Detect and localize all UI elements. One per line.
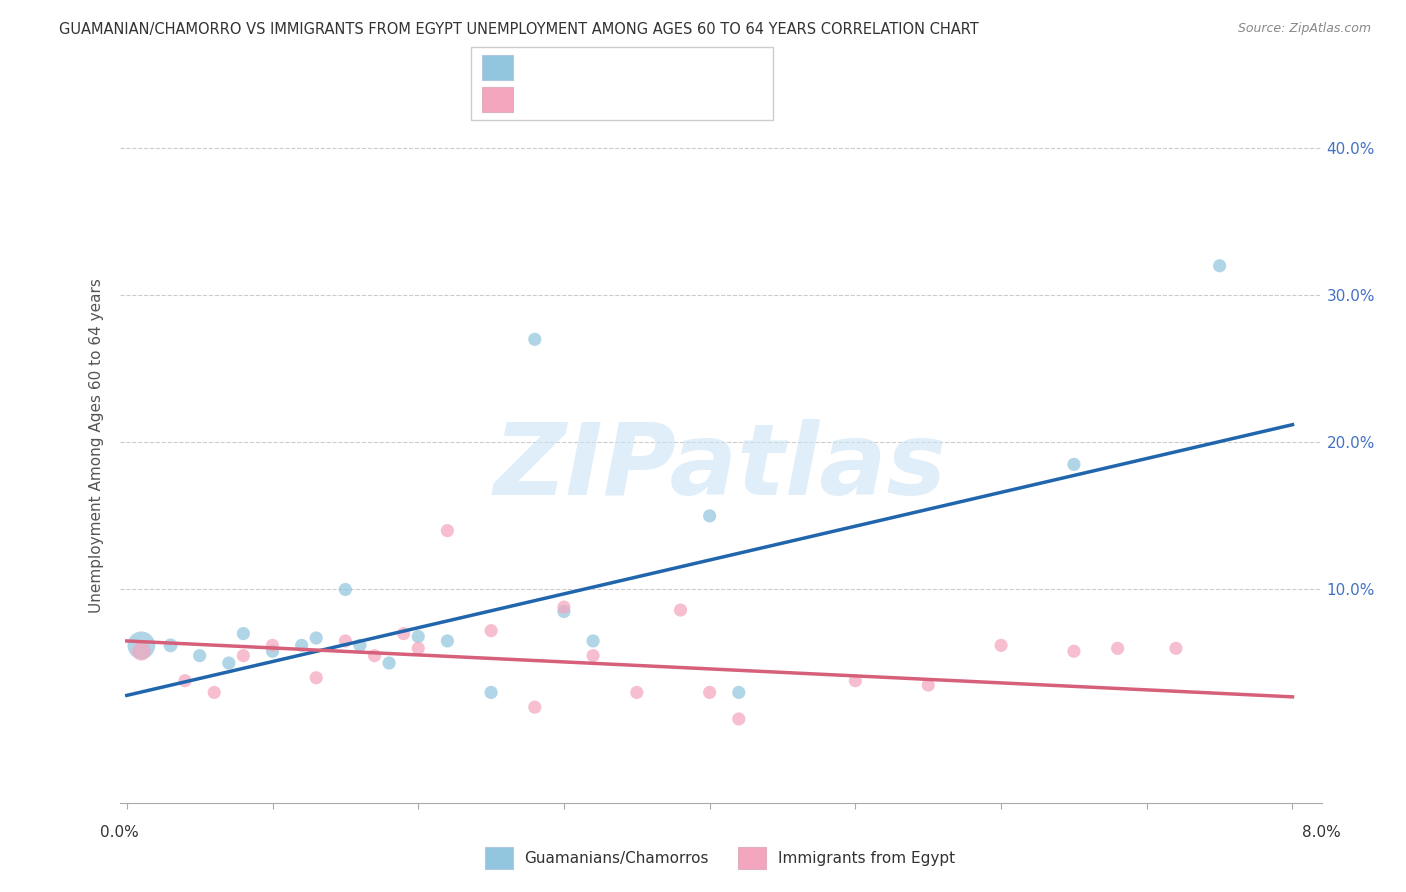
Point bbox=[262, 644, 284, 658]
Point bbox=[626, 685, 648, 699]
Point bbox=[727, 712, 749, 726]
Y-axis label: Unemployment Among Ages 60 to 64 years: Unemployment Among Ages 60 to 64 years bbox=[89, 278, 104, 614]
Point bbox=[406, 630, 429, 644]
Point bbox=[202, 685, 225, 699]
Point bbox=[159, 639, 181, 653]
Point bbox=[305, 631, 328, 645]
Point bbox=[1063, 458, 1085, 472]
Point bbox=[553, 605, 575, 619]
Point bbox=[378, 656, 401, 670]
Point bbox=[436, 524, 458, 538]
Text: Guamanians/Chamorros: Guamanians/Chamorros bbox=[524, 851, 709, 865]
Point bbox=[479, 685, 502, 699]
Point bbox=[699, 508, 721, 523]
Text: 8.0%: 8.0% bbox=[1302, 825, 1341, 840]
Point bbox=[436, 634, 458, 648]
Text: R = -0.177   N = 25: R = -0.177 N = 25 bbox=[524, 91, 688, 109]
Point bbox=[1107, 641, 1129, 656]
Point bbox=[699, 685, 721, 699]
Point bbox=[1164, 641, 1187, 656]
Point bbox=[1063, 644, 1085, 658]
Point bbox=[553, 600, 575, 615]
Point bbox=[479, 624, 502, 638]
Point bbox=[232, 648, 254, 663]
Point bbox=[582, 634, 605, 648]
Text: GUAMANIAN/CHAMORRO VS IMMIGRANTS FROM EGYPT UNEMPLOYMENT AMONG AGES 60 TO 64 YEA: GUAMANIAN/CHAMORRO VS IMMIGRANTS FROM EG… bbox=[59, 22, 979, 37]
Point bbox=[131, 639, 153, 653]
Point bbox=[917, 678, 939, 692]
Point bbox=[363, 648, 385, 663]
Point bbox=[349, 639, 371, 653]
Point bbox=[131, 644, 153, 658]
Point bbox=[335, 582, 357, 597]
Point bbox=[291, 639, 314, 653]
Point bbox=[406, 641, 429, 656]
Point bbox=[218, 656, 240, 670]
Point bbox=[1208, 259, 1230, 273]
Point bbox=[582, 648, 605, 663]
Point bbox=[262, 639, 284, 653]
Text: 0.0%: 0.0% bbox=[100, 825, 139, 840]
Point bbox=[523, 700, 546, 714]
Point bbox=[188, 648, 211, 663]
Point bbox=[392, 626, 415, 640]
Point bbox=[844, 673, 866, 688]
Point bbox=[523, 332, 546, 346]
Point bbox=[727, 685, 749, 699]
Point bbox=[232, 626, 254, 640]
Point bbox=[990, 639, 1012, 653]
Point bbox=[174, 673, 197, 688]
Point bbox=[335, 634, 357, 648]
Point bbox=[305, 671, 328, 685]
Point bbox=[669, 603, 692, 617]
Text: Immigrants from Egypt: Immigrants from Egypt bbox=[778, 851, 955, 865]
Text: Source: ZipAtlas.com: Source: ZipAtlas.com bbox=[1237, 22, 1371, 36]
Text: R = 0.499   N = 21: R = 0.499 N = 21 bbox=[524, 59, 682, 77]
Text: ZIPatlas: ZIPatlas bbox=[494, 419, 948, 516]
